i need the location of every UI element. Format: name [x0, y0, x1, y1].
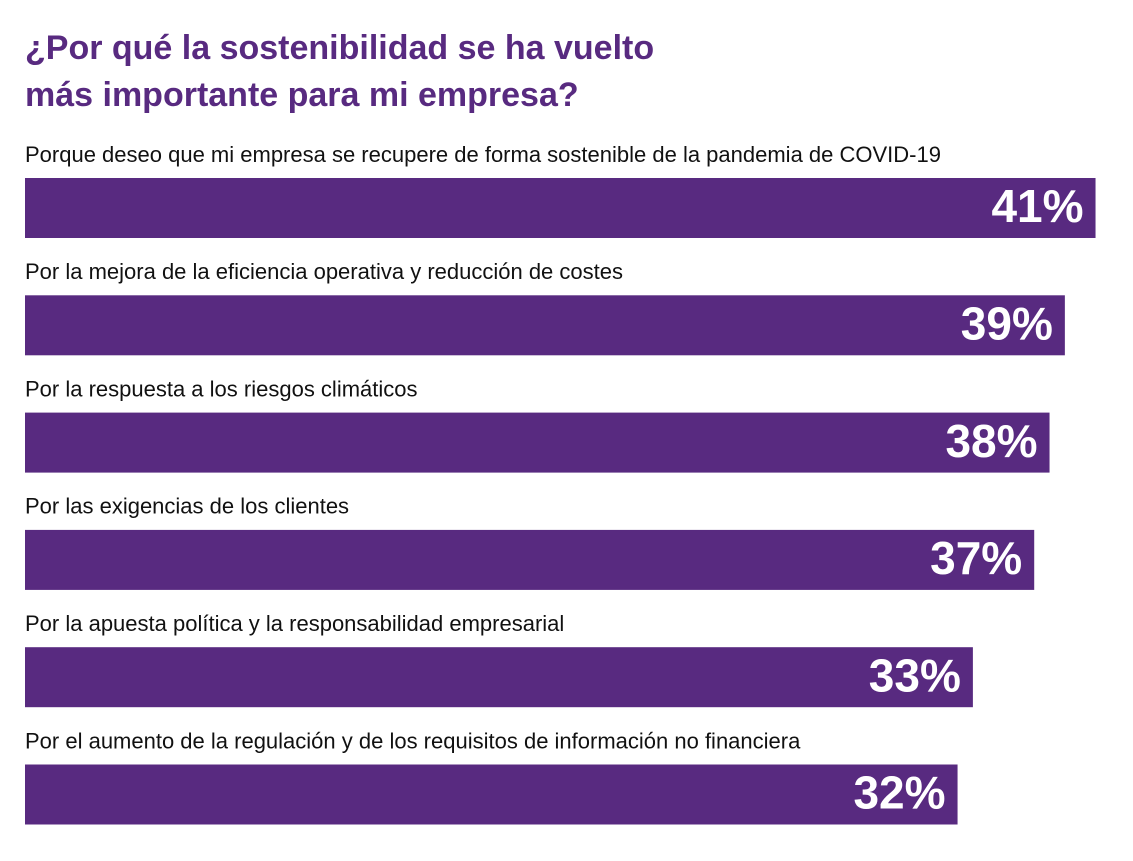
value-label: 37% — [930, 532, 1022, 584]
bar — [25, 412, 1050, 473]
bar — [25, 295, 1065, 356]
bar — [25, 529, 1035, 590]
value-label: 39% — [961, 297, 1053, 349]
value-label: 38% — [945, 415, 1037, 467]
bar — [25, 178, 1096, 238]
category-label: Por la respuesta a los riesgos climático… — [25, 376, 418, 401]
category-label: Por el aumento de la regulación y de los… — [25, 728, 801, 753]
chart-title: ¿Por qué la sostenibilidad se ha vuelto — [25, 29, 654, 67]
category-label: Porque deseo que mi empresa se recupere … — [25, 142, 941, 167]
bar — [25, 647, 973, 708]
bar — [25, 764, 958, 825]
category-label: Por la apuesta política y la responsabil… — [25, 611, 564, 636]
value-label: 41% — [991, 180, 1083, 232]
value-label: 32% — [853, 767, 945, 819]
chart-title: más importante para mi empresa? — [25, 76, 579, 114]
category-label: Por la mejora de la eficiencia operativa… — [25, 259, 623, 284]
category-label: Por las exigencias de los clientes — [25, 494, 349, 519]
value-label: 33% — [869, 649, 961, 701]
